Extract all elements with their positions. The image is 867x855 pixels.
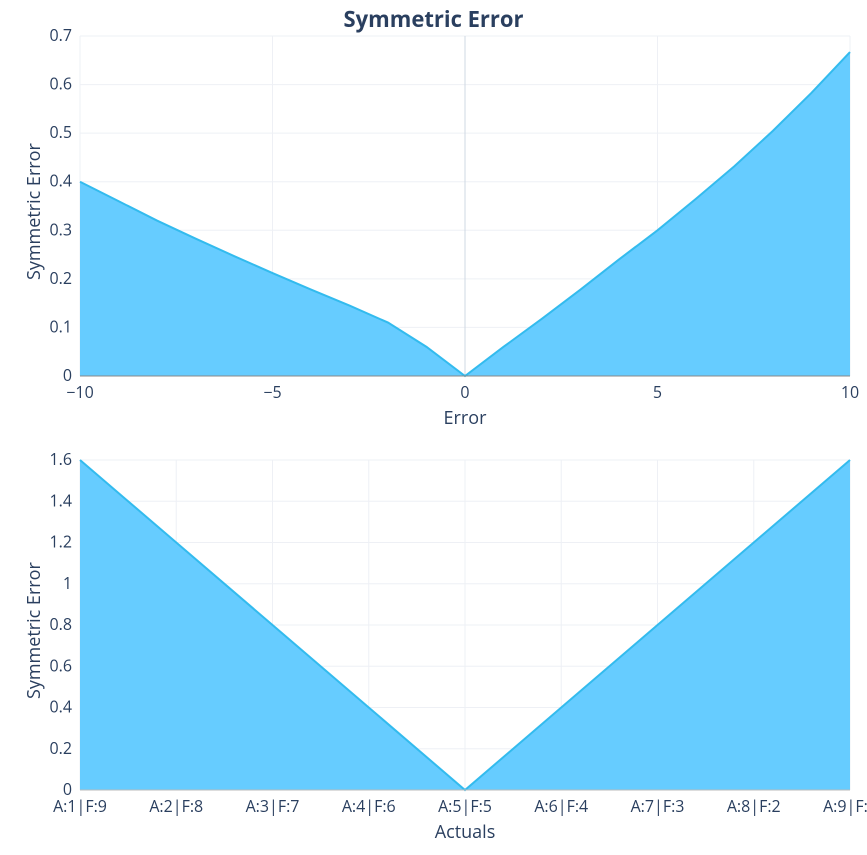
- x-tick-label: A:4|F:6: [342, 795, 396, 817]
- y-tick-label: 0: [63, 364, 72, 386]
- y-tick-label: 0.2: [50, 267, 73, 289]
- chart-bottom: A:1|F:9A:2|F:8A:3|F:7A:4|F:6A:5|F:5A:6|F…: [80, 460, 850, 830]
- x-tick-label: A:6|F:4: [534, 795, 588, 817]
- x-tick-label: A:8|F:2: [727, 795, 781, 817]
- y-tick-label: 0: [63, 778, 72, 800]
- y-tick-label: 0.7: [50, 24, 73, 46]
- chart-title: Symmetric Error: [0, 4, 867, 34]
- y-tick-label: 0.6: [50, 654, 73, 676]
- y-tick-label: 0.4: [50, 170, 73, 192]
- y-tick-label: 0.1: [50, 315, 73, 337]
- y-tick-label: 1.4: [50, 489, 73, 511]
- y-tick-label: 1.2: [50, 531, 73, 553]
- y-tick-label: 0.5: [50, 121, 73, 143]
- x-tick-label: 0: [460, 381, 469, 403]
- y-tick-label: 0.4: [50, 696, 73, 718]
- x-tick-label: A:2|F:8: [149, 795, 203, 817]
- x-tick-label: 10: [841, 381, 859, 403]
- y-tick-label: 0.2: [50, 737, 73, 759]
- x-tick-label: A:3|F:7: [246, 795, 300, 817]
- x-tick-label: A:9|F:1: [823, 795, 867, 817]
- x-tick-label: −5: [263, 381, 281, 403]
- chart-bottom-xlabel: Actuals: [80, 820, 850, 844]
- y-tick-label: 0.3: [50, 218, 73, 240]
- y-tick-label: 0.8: [50, 613, 73, 635]
- x-tick-label: A:5|F:5: [438, 795, 492, 817]
- y-tick-label: 0.6: [50, 73, 73, 95]
- chart-top: −10−5051000.10.20.30.40.50.60.7: [80, 36, 850, 416]
- chart-bottom-ylabel: Symmetric Error: [22, 669, 46, 699]
- x-tick-label: A:1|F:9: [53, 795, 107, 817]
- x-tick-label: 5: [653, 381, 662, 403]
- x-tick-label: A:7|F:3: [631, 795, 685, 817]
- y-tick-label: 1.6: [50, 448, 73, 470]
- y-tick-label: 1: [63, 572, 72, 594]
- chart-top-ylabel: Symmetric Error: [22, 250, 46, 280]
- chart-top-xlabel: Error: [80, 406, 850, 430]
